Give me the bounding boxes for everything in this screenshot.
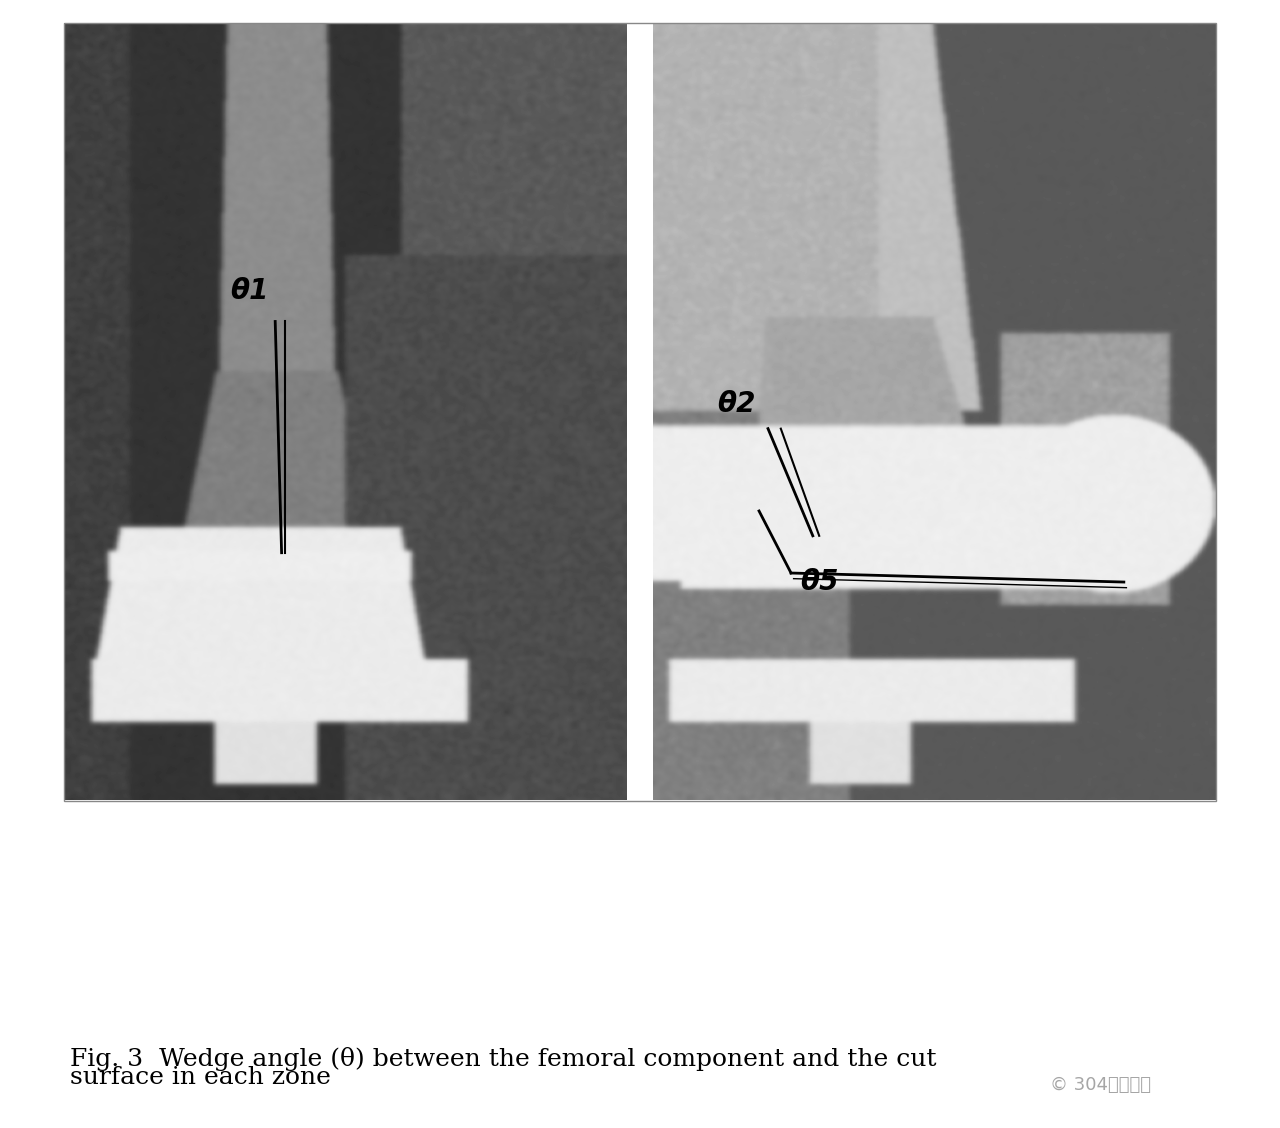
Text: θ5: θ5 — [800, 567, 838, 596]
Text: © 304关节学术: © 304关节学术 — [1050, 1076, 1151, 1094]
Text: surface in each zone: surface in each zone — [70, 1066, 332, 1090]
Text: θ1: θ1 — [230, 276, 269, 305]
Text: Fig. 3  Wedge angle (θ) between the femoral component and the cut: Fig. 3 Wedge angle (θ) between the femor… — [70, 1048, 937, 1072]
Text: θ2: θ2 — [717, 389, 755, 417]
